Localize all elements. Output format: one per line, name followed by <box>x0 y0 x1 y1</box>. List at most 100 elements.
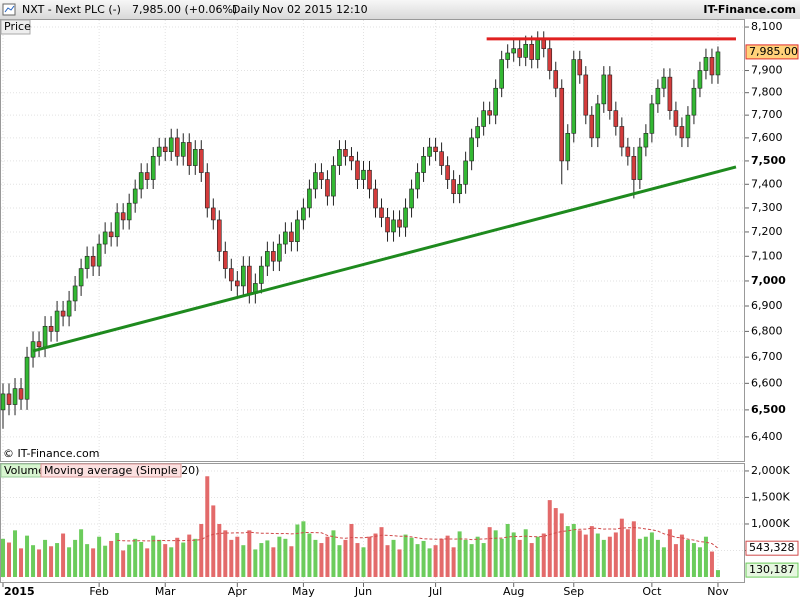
y-tick-label: 7,600 <box>751 131 783 144</box>
candle-body <box>18 388 24 400</box>
volume-bar <box>73 539 78 577</box>
candle-body <box>72 285 78 302</box>
candle-body <box>589 114 595 139</box>
y-tick-label: 7,200 <box>751 225 783 238</box>
candle-body <box>144 172 150 180</box>
candle-body <box>241 265 246 287</box>
volume-bar <box>667 529 672 577</box>
y-tick-label: 6,700 <box>751 350 783 363</box>
volume-last: 130,187 <box>749 563 795 576</box>
volume-bar <box>415 544 420 577</box>
volume-bar <box>127 544 132 577</box>
y-tick-label: 2,000K <box>751 464 790 477</box>
volume-bar <box>523 529 528 577</box>
volume-bar <box>595 533 600 577</box>
candle-body <box>673 110 679 127</box>
candle-body <box>283 231 288 245</box>
volume-bar <box>577 530 582 577</box>
header-icon <box>2 3 16 16</box>
candle-body <box>48 325 54 332</box>
candle-body <box>391 219 396 233</box>
y-tick-label: 6,900 <box>751 299 783 312</box>
volume-bar <box>403 534 408 577</box>
volume-bar <box>241 545 246 577</box>
volume-bar <box>211 505 216 577</box>
candle-body <box>132 188 138 204</box>
candle-body <box>637 146 643 180</box>
volume-bar <box>547 500 552 577</box>
volume-bar <box>445 535 450 577</box>
y-tick-label: 1,000K <box>751 517 790 530</box>
candle-body <box>349 155 354 162</box>
volume-bar <box>31 545 36 577</box>
candle-body <box>409 188 414 209</box>
candle-body <box>289 231 294 242</box>
candle-body <box>90 255 96 267</box>
volume-bar <box>427 548 432 577</box>
candle-body <box>457 183 462 195</box>
volume-bar <box>637 538 642 577</box>
volume-bar <box>499 538 504 577</box>
candle-body <box>180 142 186 157</box>
volume-bar <box>691 543 696 577</box>
volume-bar <box>421 540 426 577</box>
volume-bar <box>679 534 684 577</box>
y-tick-label: 6,500 <box>751 403 786 416</box>
candle-body <box>601 74 607 105</box>
candle-body <box>313 172 318 190</box>
candle-body <box>54 310 60 332</box>
volume-bar <box>277 536 282 577</box>
x-tick-label: Feb <box>89 585 108 598</box>
volume-bar <box>85 544 90 577</box>
candle-body <box>385 217 390 233</box>
volume-bar <box>361 547 366 577</box>
volume-bar <box>613 532 618 577</box>
candle-body <box>210 207 216 221</box>
candle-body <box>427 146 432 157</box>
candle-body <box>307 188 312 209</box>
candle-body <box>679 126 685 139</box>
candle-body <box>415 172 420 190</box>
copyright: © IT-Finance.com <box>3 447 100 460</box>
volume-bar <box>661 547 666 577</box>
candle-body <box>138 172 144 190</box>
volume-bar <box>655 539 660 577</box>
volume-bar <box>517 539 522 577</box>
volume-bar <box>193 538 198 577</box>
volume-bar <box>379 527 384 577</box>
volume-bar <box>583 534 588 577</box>
candle-body <box>481 110 486 127</box>
candle-body <box>511 48 516 54</box>
volume-bar <box>13 530 18 577</box>
x-tick-label: Aug <box>503 585 524 598</box>
volume-bar <box>649 532 654 577</box>
candle-body <box>259 265 264 284</box>
subtitle: 7,985.00 (+0.06%) <box>132 3 237 16</box>
candle-body <box>108 231 114 238</box>
volume-bar <box>685 539 690 577</box>
candle-body <box>421 155 426 173</box>
volume-bar <box>439 538 444 577</box>
volume-bar <box>133 538 138 577</box>
volume-bar <box>367 536 372 577</box>
y-tick-label: 6,400 <box>751 430 783 443</box>
volume-bar <box>397 549 402 577</box>
candle-body <box>703 57 709 71</box>
source: IT-Finance.com <box>703 3 796 16</box>
volume-legend: Volume <box>4 464 45 477</box>
candle-body <box>715 51 721 76</box>
candle-body <box>529 44 535 60</box>
y-tick-label: 7,500 <box>751 154 786 167</box>
volume-bar <box>391 539 396 577</box>
volume-bar <box>433 545 438 577</box>
volume-bar <box>355 543 360 577</box>
volume-bar <box>25 535 30 577</box>
candle-body <box>397 219 402 228</box>
x-tick-label: Sep <box>563 585 584 598</box>
volume-bar <box>229 539 234 577</box>
volume-bar <box>703 536 708 577</box>
volume-bar <box>487 527 492 577</box>
volume-bar <box>349 523 354 577</box>
interval: Daily <box>232 3 260 16</box>
candle-body <box>216 219 222 252</box>
